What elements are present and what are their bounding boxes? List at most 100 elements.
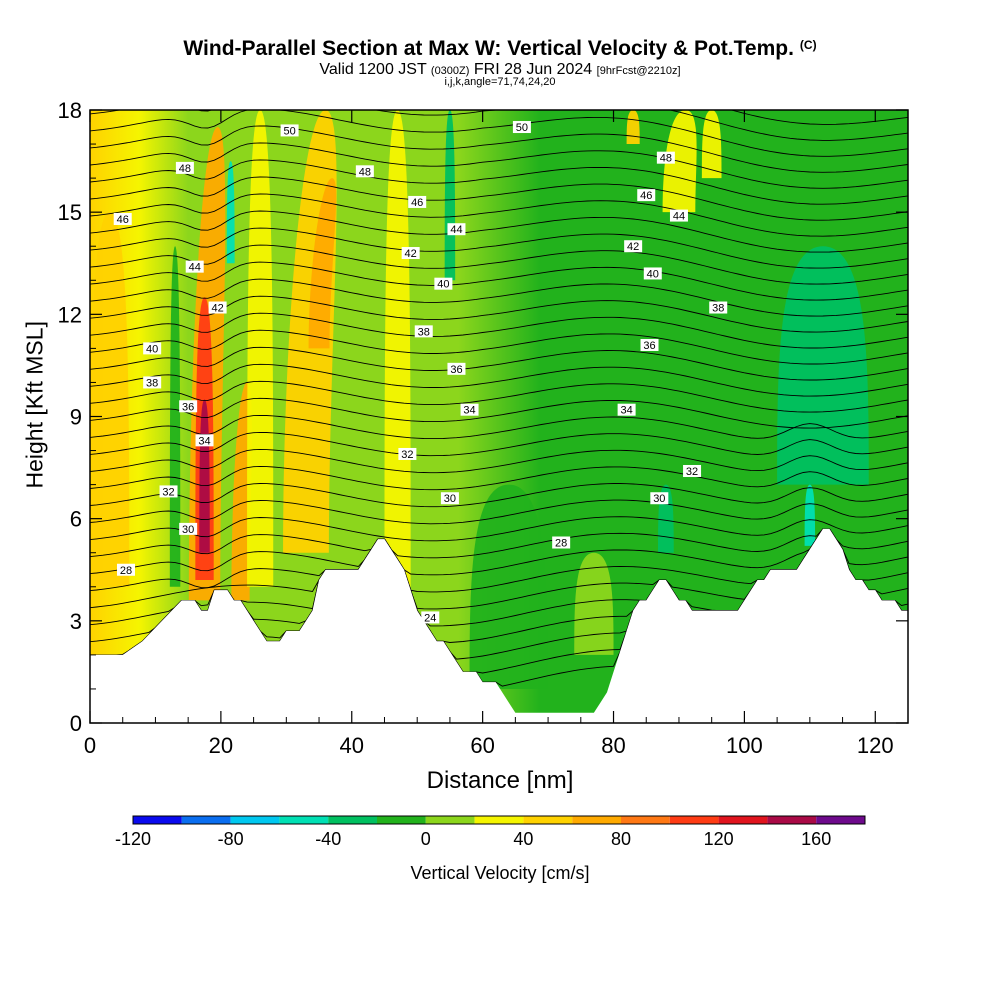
theta-label-text: 38 <box>712 303 724 315</box>
isentrope-line <box>90 193 908 237</box>
theta-label-bg <box>143 342 162 355</box>
theta-label-text: 30 <box>444 493 456 505</box>
theta-label-text: 36 <box>643 340 655 352</box>
theta-label-bg <box>512 121 531 134</box>
velocity-region <box>199 399 210 553</box>
theta-label-bg <box>434 277 453 290</box>
chart-title: Wind-Parallel Section at Max W: Vertical… <box>183 37 817 60</box>
theta-label-text: 30 <box>653 493 665 505</box>
theta-label-bg <box>159 485 178 498</box>
theta-label: 36 <box>447 362 466 376</box>
colorbar-swatch <box>133 816 182 824</box>
theta-label: 34 <box>460 403 479 417</box>
theta-label-text: 28 <box>120 565 132 577</box>
theta-label-text: 40 <box>146 343 158 355</box>
isentrope-line <box>90 244 908 285</box>
isentrope-line <box>90 176 908 221</box>
colorbar-tick-label: 160 <box>801 829 831 849</box>
theta-label-text: 48 <box>359 166 371 178</box>
theta-label-bg <box>656 151 675 164</box>
theta-label-text: 34 <box>463 405 475 417</box>
theta-label: 24 <box>421 611 440 624</box>
colorbar-tick-label: -40 <box>315 829 341 849</box>
y-axis-title: Height [Kft MSL] <box>21 321 48 489</box>
x-axis: 0 20 40 60 80 100 120 <box>84 110 909 758</box>
isentrope-line <box>90 363 908 397</box>
x-tick-label: 120 <box>857 733 894 758</box>
y-tick-label: 12 <box>58 302 82 327</box>
theta-label: 50 <box>280 124 299 137</box>
theta-label-bg <box>683 464 702 477</box>
colorbar-tick-label: 120 <box>704 829 734 849</box>
valid-utc: (0300Z) <box>430 65 470 77</box>
theta-label-bg <box>185 260 204 273</box>
theta-label-text: 36 <box>450 364 462 376</box>
theta-label-text: 46 <box>411 197 423 209</box>
theta-label-text: 48 <box>179 163 191 175</box>
theta-label-text: 46 <box>117 214 129 226</box>
theta-label-text: 38 <box>418 326 430 338</box>
theta-label: 30 <box>179 522 198 536</box>
isentrope-line <box>90 110 908 141</box>
theta-label-bg <box>398 447 417 460</box>
velocity-region <box>444 110 456 281</box>
theta-label-bg <box>179 522 198 535</box>
theta-label-bg <box>709 301 728 314</box>
theta-label: 42 <box>624 240 643 253</box>
theta-label: 48 <box>355 165 374 178</box>
theta-label-text: 44 <box>673 211 685 223</box>
theta-label-bg <box>179 400 198 413</box>
colorbar-tick-label: 40 <box>513 829 533 849</box>
chart-subtitle: Valid 1200 JST (0300Z) FRI 28 Jun 2024 [… <box>0 61 1000 79</box>
isentrope-line <box>90 210 908 253</box>
theta-label: 28 <box>552 536 571 550</box>
colorbar-swatch <box>718 816 768 824</box>
theta-label-bg <box>650 492 669 505</box>
colorbar-swatch <box>377 816 426 824</box>
colorbar-title: Vertical Velocity [cm/s] <box>410 863 590 883</box>
theta-label-text: 34 <box>620 405 632 417</box>
theta-label-bg <box>552 536 571 549</box>
colorbar-frame <box>132 815 866 825</box>
theta-label: 40 <box>434 277 453 291</box>
theta-label: 46 <box>637 189 656 202</box>
colorbar-swatch <box>181 816 231 824</box>
theta-label-bg <box>175 161 194 174</box>
colorbar-swatch <box>230 816 280 824</box>
isentrope-line <box>90 528 908 559</box>
theta-label-text: 36 <box>182 401 194 413</box>
y-tick-label: 9 <box>70 405 82 430</box>
y-tick-label: 15 <box>58 200 82 225</box>
theta-label: 38 <box>709 301 728 315</box>
theta-label: 46 <box>408 195 427 209</box>
theta-label-text: 42 <box>627 241 639 253</box>
theta-label: 44 <box>447 223 466 236</box>
theta-label: 44 <box>669 209 688 223</box>
colorbar-tick-label: 0 <box>421 829 431 849</box>
theta-label-text: 30 <box>182 524 194 536</box>
theta-label-bg <box>643 267 662 280</box>
theta-label-bg <box>401 247 420 260</box>
colorbar: -120 -80 -40 0 40 80 120 160 <box>115 815 866 849</box>
theta-label-text: 42 <box>405 248 417 260</box>
theta-label-text: 40 <box>647 268 659 280</box>
terrain-fill <box>90 528 908 723</box>
forecast-info: [9hrFcst@2210z] <box>596 65 681 77</box>
theta-label-text: 46 <box>640 190 652 202</box>
x-tick-label: 0 <box>84 733 96 758</box>
theta-label: 42 <box>401 247 420 260</box>
theta-label: 44 <box>185 260 204 274</box>
valid-time: Valid 1200 JST <box>319 61 427 78</box>
theta-label-text: 32 <box>401 449 413 461</box>
colorbar-tick-label: -80 <box>218 829 244 849</box>
x-tick-label: 80 <box>601 733 625 758</box>
y-tick-label: 0 <box>70 711 82 736</box>
colorbar-swatch <box>767 816 817 824</box>
theta-label-text: 32 <box>686 466 698 478</box>
colorbar-swatch <box>523 816 573 824</box>
theta-label-bg <box>460 403 479 416</box>
theta-label-text: 38 <box>146 377 158 389</box>
y-tick-label: 6 <box>70 507 82 532</box>
theta-label-bg <box>208 301 227 314</box>
